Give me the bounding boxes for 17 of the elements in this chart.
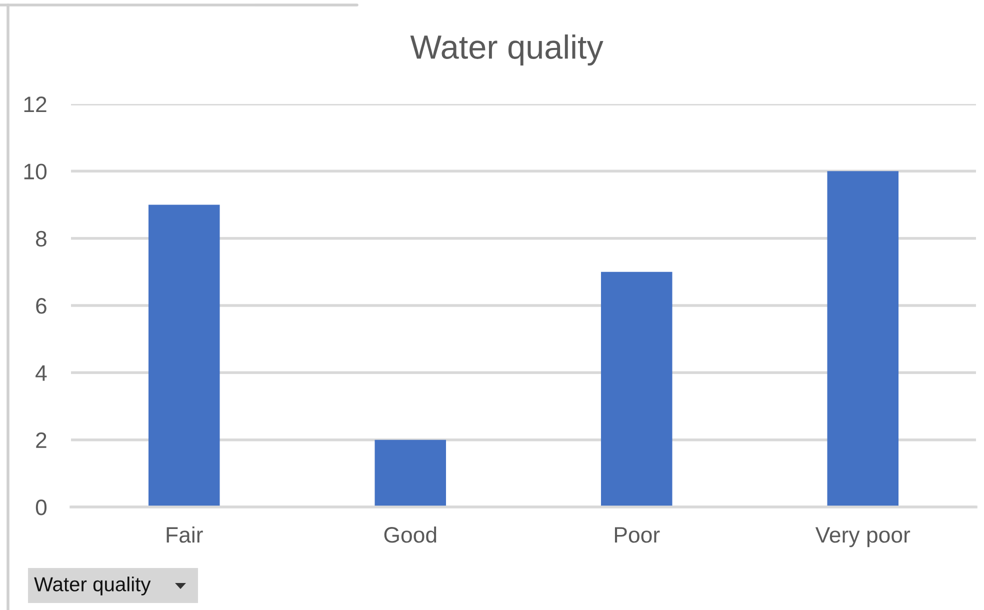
bar — [827, 171, 899, 507]
y-tick-label: 10 — [24, 164, 47, 180]
text: Water quality — [34, 576, 151, 596]
y-tick-label: 6 — [36, 298, 46, 314]
x-tick-label: Poor — [614, 527, 660, 543]
x-tick-label: Very poor — [815, 527, 910, 548]
bar — [600, 272, 672, 507]
bar — [374, 440, 446, 507]
x-tick-label: Fair — [166, 526, 203, 543]
y-tick-label: 8 — [36, 230, 46, 247]
chart-title: Water quality — [410, 34, 604, 66]
y-tick-label: 2 — [36, 432, 46, 448]
x-tick-label: Good — [384, 526, 436, 543]
y-tick-label: 4 — [36, 365, 47, 381]
y-tick-label: 0 — [36, 500, 47, 516]
bar — [148, 204, 220, 507]
y-tick-label: 12 — [24, 96, 46, 112]
